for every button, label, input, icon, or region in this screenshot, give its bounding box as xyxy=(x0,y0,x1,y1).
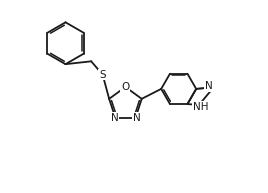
Text: N: N xyxy=(133,113,140,123)
Text: S: S xyxy=(99,70,106,80)
Text: N: N xyxy=(205,81,213,91)
Text: N: N xyxy=(111,113,118,123)
Text: NH: NH xyxy=(193,102,209,112)
Text: O: O xyxy=(121,82,129,92)
